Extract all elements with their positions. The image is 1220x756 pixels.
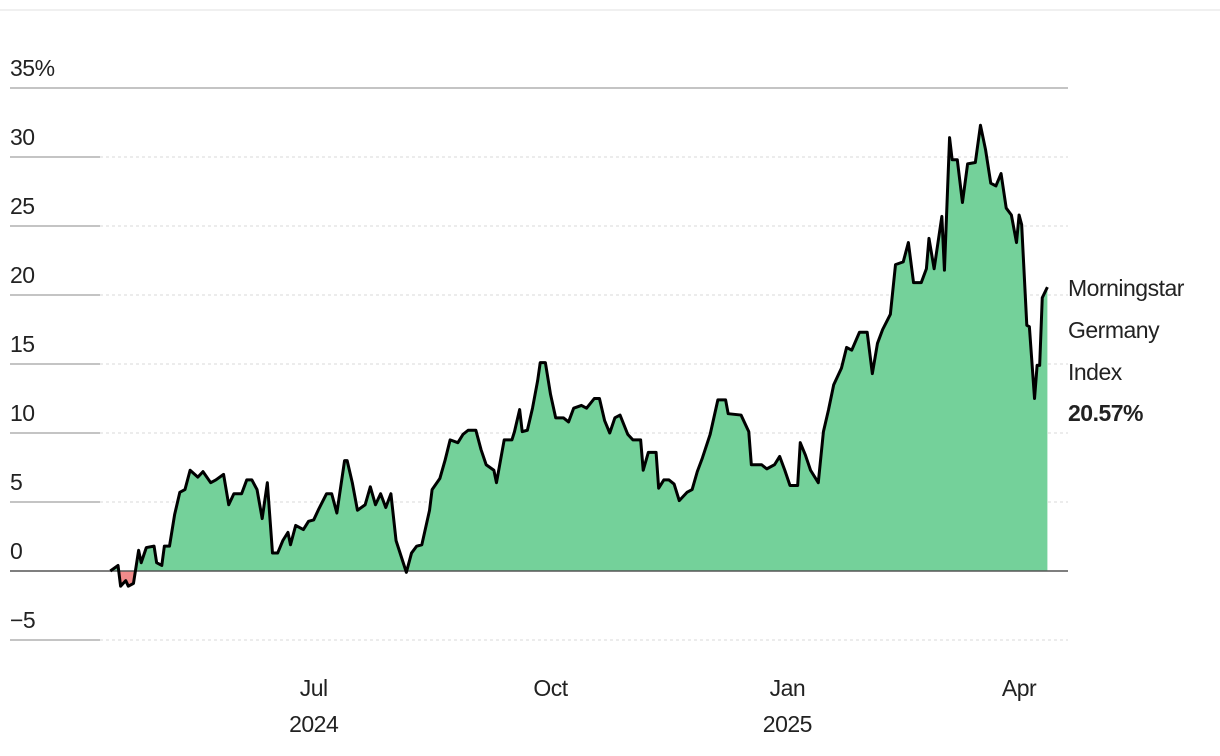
line [109, 123, 1049, 588]
x-tick-label: Jul 2024 [289, 675, 339, 737]
y-tick-label: −5 [10, 607, 36, 633]
y-tick-label: 20 [10, 262, 35, 288]
y-tick-label: 15 [10, 331, 35, 357]
y-tick-label: 30 [10, 124, 35, 150]
value-label: 20.57% [1068, 400, 1144, 427]
y-tick-label: 25 [10, 193, 35, 219]
x-tick-label: Oct [533, 675, 568, 701]
y-tick-label: 35% [10, 55, 55, 81]
y-tick-label: 5 [10, 469, 23, 495]
y-tick-label: 10 [10, 400, 35, 426]
x-tick-label: Jan 2025 [762, 675, 813, 737]
area-positive [110, 125, 1048, 571]
series-label: Morningstar Germany Index [1068, 275, 1184, 386]
x-tick-label: Apr [1001, 675, 1037, 701]
y-tick-label: 0 [10, 538, 23, 564]
